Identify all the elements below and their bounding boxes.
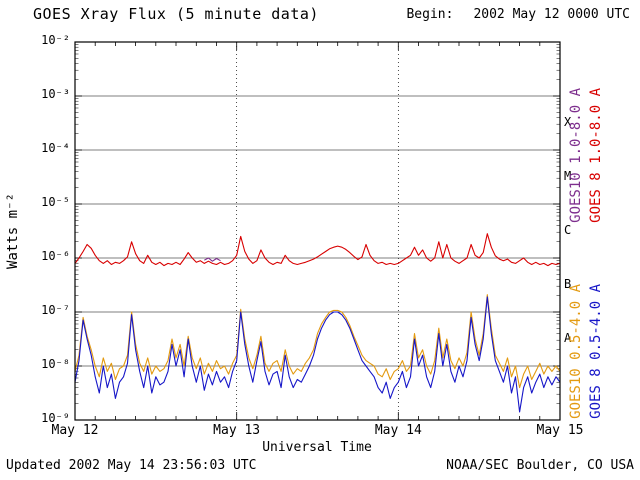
page-title: GOES Xray Flux (5 minute data)	[33, 5, 319, 23]
series-GOES-8-0.5-4.0-A	[74, 296, 561, 413]
series-GOES10-1.0-8.0-A	[204, 257, 221, 262]
begin-value: 2002 May 12 0000 UTC	[473, 7, 630, 22]
x-axis-title: Universal Time	[262, 440, 372, 455]
begin-time: Begin: 2002 May 12 0000 UTC	[406, 7, 630, 22]
legend-goes10-long-channel: GOES10 1.0-8.0 A	[568, 88, 584, 223]
updated-timestamp: Updated 2002 May 14 23:56:03 UTC	[6, 458, 257, 473]
legend-goes8-short-channel: GOES 8 0.5-4.0 A	[588, 284, 604, 419]
y-axis-title: Watts m⁻²	[5, 193, 21, 269]
series-GOES-8-1.0-8.0-A	[74, 233, 561, 267]
credit-text: NOAA/SEC Boulder, CO USA	[446, 458, 634, 473]
plot-border	[74, 41, 561, 421]
series-GOES10-0.5-4.0-A	[74, 294, 561, 389]
begin-label: Begin:	[406, 7, 454, 22]
legend-goes10-short-channel: GOES10 0.5-4.0 A	[568, 284, 584, 419]
legend-goes8-long-channel: GOES 8 1.0-8.0 A	[588, 88, 604, 223]
